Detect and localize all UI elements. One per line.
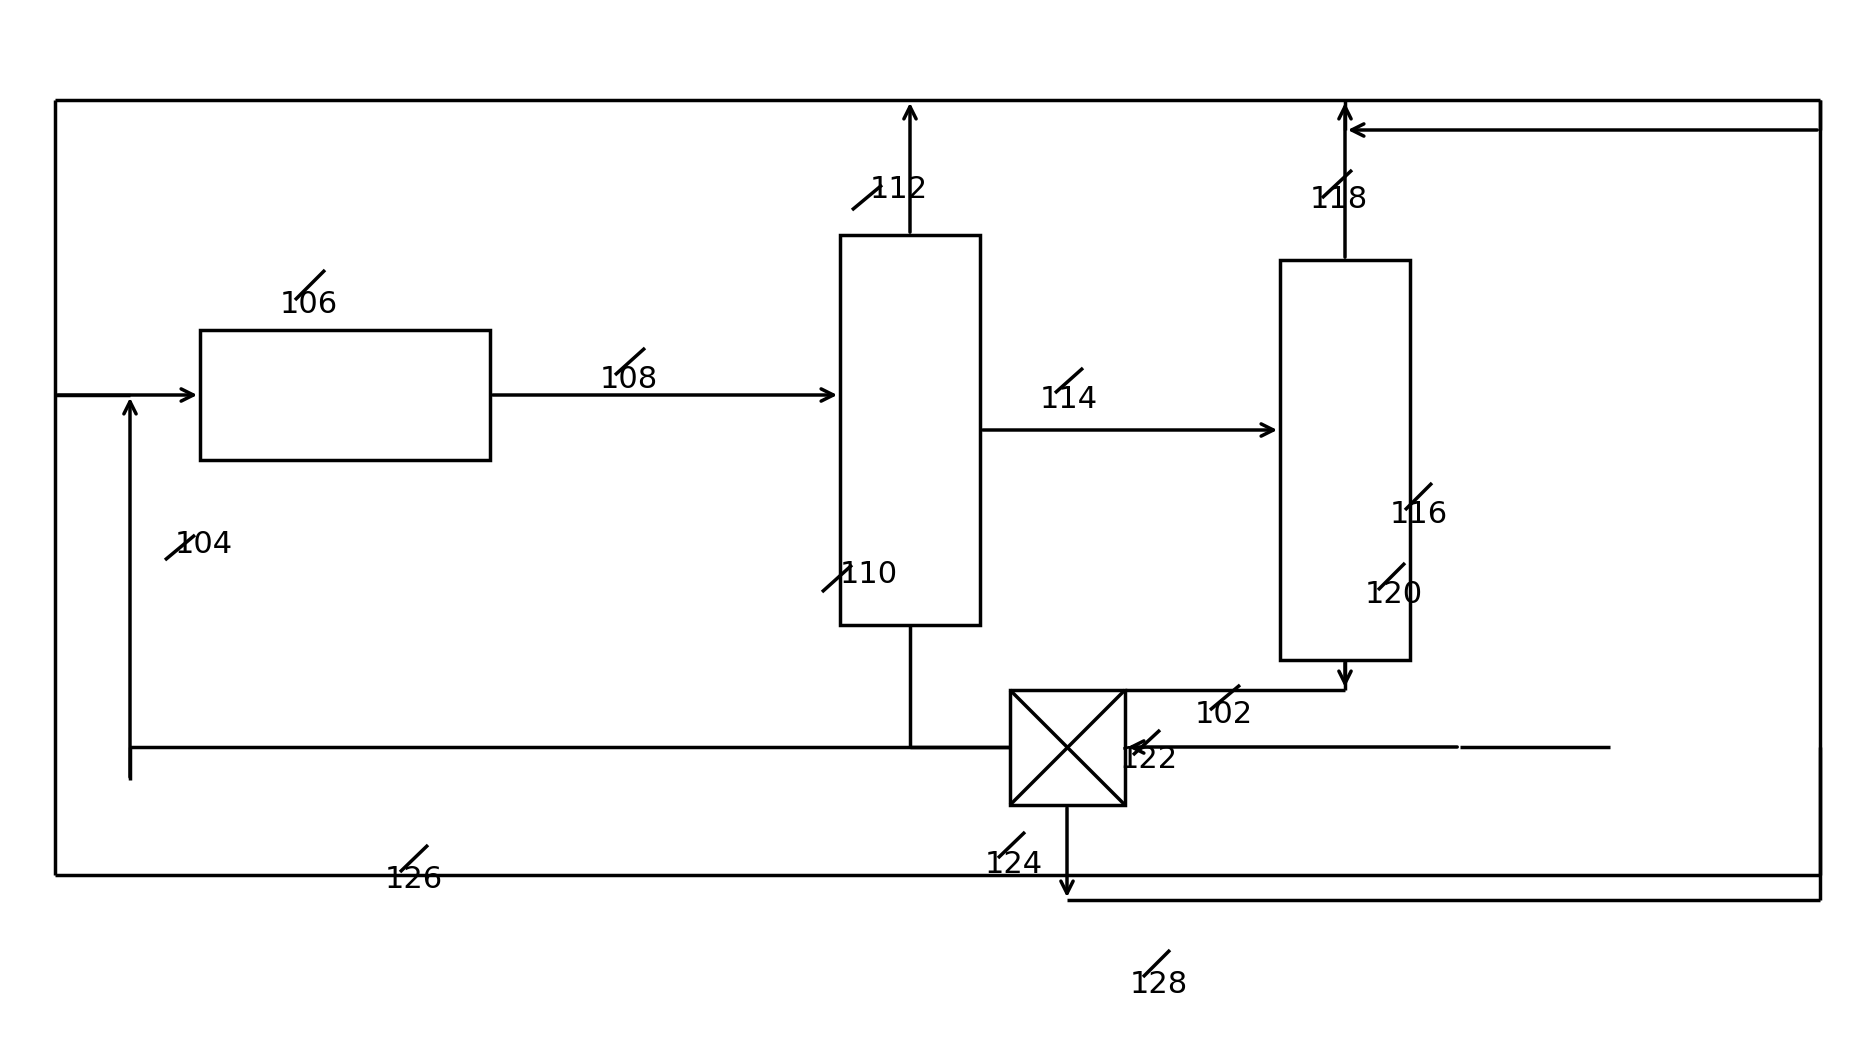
Text: 108: 108 bbox=[600, 365, 658, 394]
Text: 112: 112 bbox=[870, 175, 929, 204]
Text: 126: 126 bbox=[385, 865, 443, 894]
Text: 116: 116 bbox=[1390, 500, 1448, 529]
Text: 122: 122 bbox=[1120, 745, 1178, 774]
Bar bbox=[840, 235, 979, 626]
Bar bbox=[1009, 690, 1126, 805]
Text: 118: 118 bbox=[1309, 185, 1368, 214]
Text: 114: 114 bbox=[1039, 385, 1097, 414]
Text: 102: 102 bbox=[1195, 700, 1253, 729]
Text: 128: 128 bbox=[1129, 970, 1188, 999]
Text: 104: 104 bbox=[174, 530, 233, 559]
Bar bbox=[201, 329, 490, 460]
Text: 120: 120 bbox=[1366, 579, 1424, 609]
Text: 106: 106 bbox=[280, 290, 338, 319]
Text: 110: 110 bbox=[840, 560, 899, 589]
Text: 124: 124 bbox=[985, 850, 1043, 879]
Bar bbox=[1279, 260, 1411, 660]
